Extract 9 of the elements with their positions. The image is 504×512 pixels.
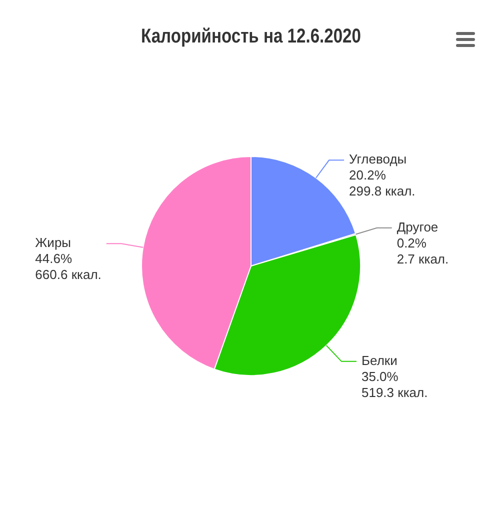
slice-label: Белки <box>361 352 398 368</box>
slice-label: Другое <box>396 219 438 234</box>
slice-label: Углеводы <box>349 152 407 167</box>
slice-label: Жиры <box>35 235 72 250</box>
data-label: 35.0% 519.3 ккал. <box>361 368 428 400</box>
chart-title: Калорийность на 12.6.2020 <box>141 24 361 47</box>
data-label: 20.2% 299.8 ккал. <box>349 168 416 199</box>
data-label: 44.6% 660.6 ккал. <box>35 251 102 282</box>
data-label: 0.2% 2.7 ккал. <box>396 235 449 266</box>
